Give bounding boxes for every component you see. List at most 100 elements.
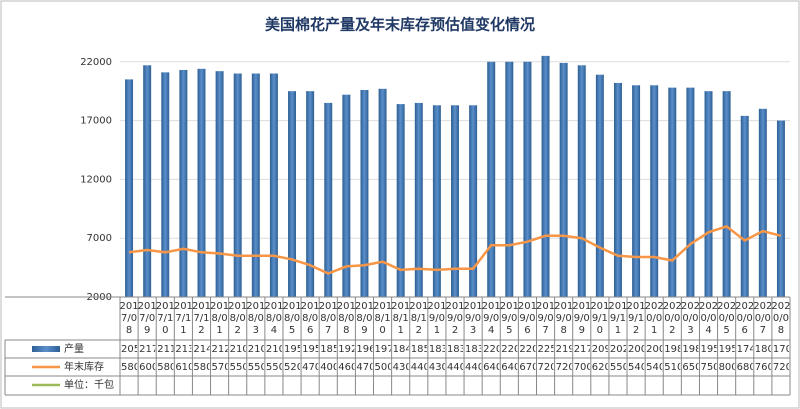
table-value: 4000 (320, 362, 345, 373)
table-value: 4400 (465, 362, 490, 373)
table-value: 17400 (737, 344, 769, 355)
x-tick-label: 201 9/0 1 (427, 301, 446, 336)
x-tick-label: 201 8/0 3 (246, 301, 265, 336)
table-value: 19500 (284, 344, 316, 355)
x-tick-label: 202 0/0 1 (645, 301, 664, 336)
table-value: 4300 (429, 362, 454, 373)
table-value: 19500 (302, 344, 334, 355)
bar (251, 73, 260, 298)
table-value: 5500 (610, 362, 635, 373)
bar (541, 55, 550, 297)
table-value: 5200 (284, 362, 309, 373)
table-value: 20500 (121, 344, 153, 355)
table-value: 21100 (157, 344, 189, 355)
bar (197, 68, 206, 297)
bar (686, 87, 695, 297)
table-value: 7200 (556, 362, 581, 373)
table-value: 4700 (356, 362, 381, 373)
table-value: 4700 (302, 362, 327, 373)
bar (577, 65, 586, 298)
bar (595, 74, 604, 297)
bar (288, 91, 297, 298)
y-tick-label: 17000 (80, 116, 112, 127)
x-tick-label: 202 0/0 5 (717, 301, 736, 336)
table-value: 21000 (230, 344, 262, 355)
table-value: 19500 (719, 344, 751, 355)
bar (306, 91, 315, 298)
x-tick-label: 201 8/0 7 (319, 301, 338, 336)
bar (161, 72, 170, 297)
x-tick-label: 202 0/0 3 (681, 301, 700, 336)
x-tick-label: 201 9/0 5 (500, 301, 519, 336)
table-value: 8000 (719, 362, 744, 373)
table-value: 6700 (519, 362, 544, 373)
y-tick-label: 7000 (87, 233, 112, 244)
table-value: 6100 (175, 362, 200, 373)
bar (143, 65, 152, 298)
bar (704, 91, 713, 298)
table-value: 21700 (139, 344, 171, 355)
table-value: 7500 (700, 362, 725, 373)
bar (125, 79, 134, 298)
x-tick-label: 201 7/1 2 (192, 301, 211, 336)
bar (668, 87, 677, 297)
x-tick-label: 201 7/0 9 (138, 301, 157, 336)
table-value: 21400 (193, 344, 225, 355)
table-value: 21200 (212, 344, 244, 355)
x-tick-label: 201 7/0 8 (120, 301, 139, 336)
table-value: 6400 (501, 362, 526, 373)
table-value: 18300 (447, 344, 479, 355)
bar (632, 85, 641, 298)
table-value: 19800 (664, 344, 696, 355)
bar (740, 115, 749, 297)
table-value: 7200 (537, 362, 562, 373)
table-value: 5800 (157, 362, 182, 373)
x-tick-label: 201 9/0 3 (464, 301, 483, 336)
table-value: 20000 (646, 344, 678, 355)
table-value: 5500 (248, 362, 273, 373)
table-value: 18400 (393, 344, 425, 355)
table-value: 4400 (447, 362, 472, 373)
bar (758, 108, 767, 297)
table-value: 5700 (212, 362, 237, 373)
x-tick-label: 201 9/1 2 (627, 301, 646, 336)
table-value: 6000 (139, 362, 164, 373)
x-tick-label: 202 0/0 2 (663, 301, 682, 336)
unit-label: 单位：千包 (64, 378, 114, 391)
table-value: 5100 (664, 362, 689, 373)
x-tick-label: 201 8/0 9 (355, 301, 374, 336)
x-tick-label: 201 9/0 8 (554, 301, 573, 336)
bar (451, 105, 459, 298)
x-tick-label: 201 8/0 8 (337, 301, 356, 336)
bar (650, 85, 659, 298)
bar (179, 69, 188, 297)
table-value: 5400 (628, 362, 653, 373)
x-tick-label: 202 0/0 6 (735, 301, 754, 336)
x-tick-label: 201 8/0 5 (282, 301, 301, 336)
bar (487, 61, 496, 298)
x-tick-label: 202 0/0 8 (771, 301, 790, 336)
x-tick-label: 201 8/0 1 (210, 301, 229, 336)
table-value: 19200 (338, 344, 370, 355)
table-value: 6800 (737, 362, 762, 373)
table-value: 7200 (773, 362, 798, 373)
table-value: 19500 (700, 344, 732, 355)
x-tick-label: 202 0/0 7 (753, 301, 772, 336)
table-value: 4600 (338, 362, 363, 373)
bar (505, 61, 514, 298)
table-value: 21000 (248, 344, 280, 355)
table-value: 22500 (537, 344, 569, 355)
bar (324, 102, 333, 297)
x-tick-label: 201 7/1 1 (174, 301, 193, 336)
table-value: 22000 (501, 344, 533, 355)
bar (269, 73, 278, 298)
table-value: 18500 (320, 344, 352, 355)
x-tick-label: 201 9/0 6 (518, 301, 537, 336)
legend-label: 年末库存 (64, 360, 104, 373)
bar (360, 89, 369, 297)
table-value: 7600 (755, 362, 780, 373)
x-tick-label: 201 9/0 9 (572, 301, 591, 336)
bar (378, 88, 387, 297)
table-value: 7000 (574, 362, 599, 373)
